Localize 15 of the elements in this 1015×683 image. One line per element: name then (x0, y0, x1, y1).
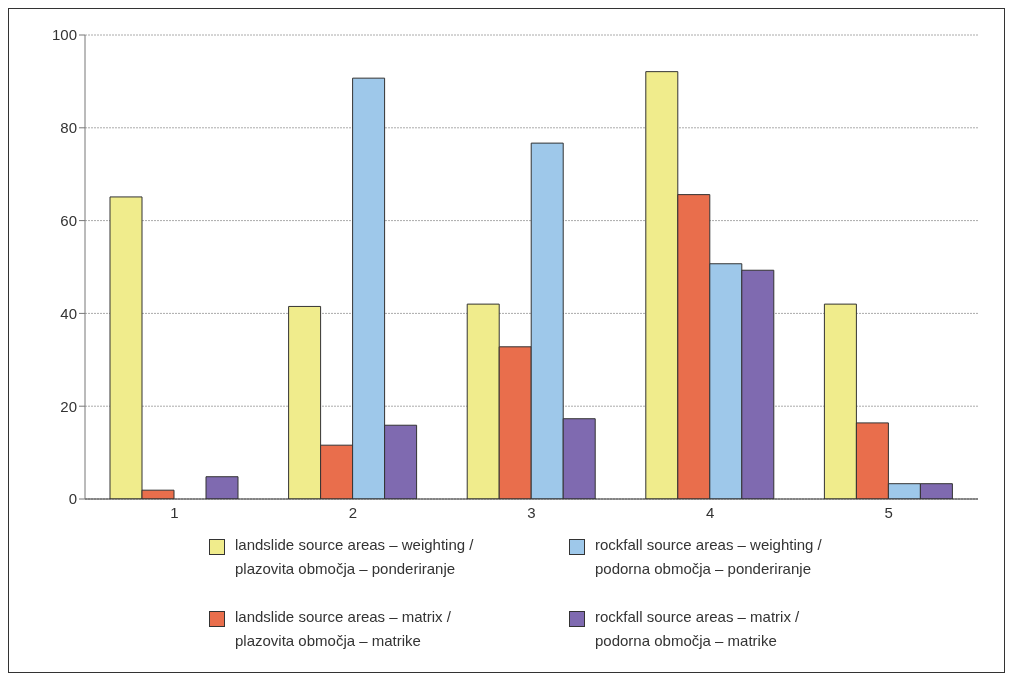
y-tick-label: 20 (60, 397, 77, 415)
legend-label: landslide source areas – matrix / plazovita območja – matrike (235, 607, 452, 651)
x-tick-label: 3 (527, 503, 536, 521)
x-tick-label: 5 (884, 503, 893, 521)
legend-label: landslide source areas – weighting / plazovita območja – ponderiranje (235, 535, 475, 579)
legend-label: rockfall source areas – matrix / podorna območja – matrike (595, 607, 801, 651)
y-tick-label: 0 (68, 490, 77, 508)
x-tick-label: 1 (170, 503, 179, 521)
x-tick-label: 2 (348, 503, 358, 521)
legend-label: rockfall source areas – weighting / podorna območja – ponderiranje (595, 535, 823, 579)
x-tick-label: 4 (705, 503, 715, 521)
y-tick-label: 40 (60, 304, 77, 322)
y-tick-label: 100 (51, 26, 77, 44)
y-tick-label: 80 (60, 119, 77, 137)
y-tick-label: 60 (60, 211, 77, 229)
